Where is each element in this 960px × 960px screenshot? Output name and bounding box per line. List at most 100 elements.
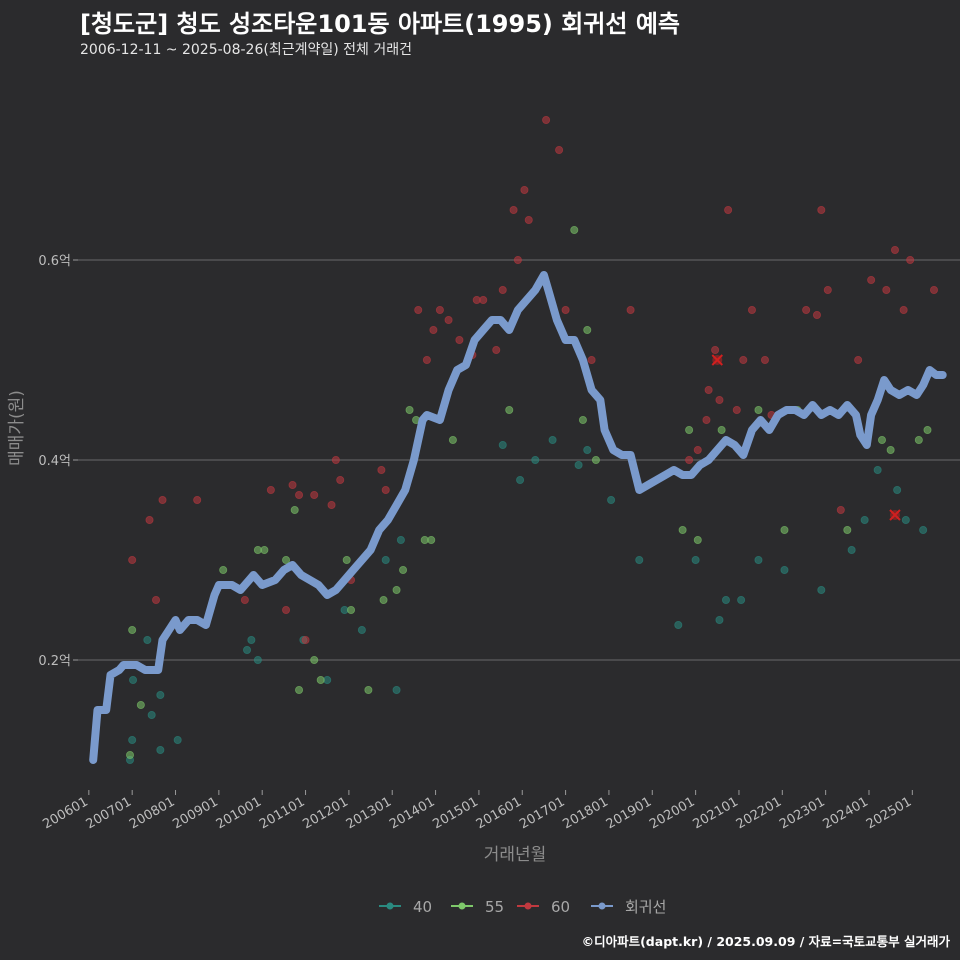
scatter-point-55	[399, 566, 408, 575]
scatter-point-60	[711, 345, 720, 354]
scatter-point-40	[128, 736, 137, 745]
highlight-marker-x	[711, 354, 723, 366]
legend-label-s60: 60	[551, 898, 570, 916]
legend: 40 55 60 회귀선	[379, 898, 666, 916]
scatter-point-40	[737, 596, 746, 605]
x-tick-label: 201501	[430, 794, 480, 832]
y-tick-label: 0.6억	[38, 254, 71, 269]
scatter-point-60	[704, 385, 713, 394]
scatter-point-60	[158, 495, 167, 504]
legend-dot-s60	[524, 902, 532, 910]
scatter-point-60	[899, 305, 908, 314]
x-tick-label: 201401	[387, 794, 437, 832]
scatter-point-60	[295, 490, 304, 499]
scatter-point-55	[693, 536, 702, 545]
scatter-point-40	[129, 676, 138, 685]
scatter-point-60	[435, 305, 444, 314]
regression-line	[89, 271, 947, 764]
scatter-point-40	[607, 495, 616, 504]
y-axis-label: 매매가(원)	[7, 390, 27, 466]
scatter-point-60	[812, 310, 821, 319]
scatter-point-60	[890, 245, 899, 254]
source-caption: ©디아파트(dapt.kr) / 2025.09.09 / 자료=국토교통부 실…	[581, 934, 950, 949]
x-tick-label: 202001	[647, 794, 697, 832]
legend-dot-s40	[386, 902, 394, 910]
scatter-point-40	[893, 485, 902, 494]
x-tick-label: 201601	[474, 794, 524, 832]
scatter-point-55	[780, 526, 789, 535]
scatter-point-60	[336, 475, 345, 484]
scatter-point-40	[919, 526, 928, 535]
scatter-point-60	[724, 205, 733, 214]
scatter-point-55	[295, 686, 304, 695]
legend-dot-reg	[598, 902, 606, 910]
scatter-point-40	[357, 626, 366, 635]
scatter-point-60	[561, 305, 570, 314]
x-tick-label: 201901	[604, 794, 654, 832]
highlight-markers	[711, 354, 901, 521]
scatter-point-60	[802, 305, 811, 314]
scatter-points	[126, 116, 938, 765]
x-tick-label: 201201	[300, 794, 350, 832]
scatter-point-60	[414, 305, 423, 314]
scatter-point-40	[817, 586, 826, 595]
scatter-point-55	[136, 701, 145, 710]
x-tick-label: 201001	[214, 794, 264, 832]
scatter-point-55	[886, 445, 895, 454]
scatter-point-55	[219, 566, 228, 575]
scatter-point-55	[754, 405, 763, 414]
scatter-point-60	[288, 480, 297, 489]
x-tick-label: 201301	[344, 794, 394, 832]
scatter-point-60	[524, 215, 533, 224]
scatter-point-55	[448, 435, 457, 444]
x-tick-label: 200601	[40, 794, 90, 832]
scatter-point-60	[327, 500, 336, 509]
scatter-point-60	[542, 116, 551, 125]
scatter-point-40	[156, 691, 165, 700]
scatter-point-40	[754, 556, 763, 565]
scatter-point-40	[860, 516, 869, 525]
scatter-point-60	[301, 636, 310, 645]
legend-label-s40: 40	[413, 898, 432, 916]
scatter-point-55	[347, 606, 356, 615]
scatter-point-40	[873, 465, 882, 474]
x-tick-label: 202101	[690, 794, 740, 832]
scatter-point-40	[691, 556, 700, 565]
scatter-point-55	[583, 325, 592, 334]
chart-subtitle: 2006-12-11 ~ 2025-08-26(최근계약일) 전체 거래건	[80, 42, 412, 58]
scatter-point-60	[929, 285, 938, 294]
scatter-point-40	[243, 646, 252, 655]
x-tick-label: 202201	[734, 794, 784, 832]
x-tick-label: 200901	[170, 794, 220, 832]
scatter-point-60	[854, 355, 863, 364]
scatter-point-40	[516, 475, 525, 484]
scatter-point-40	[780, 566, 789, 575]
x-tick-label: 200701	[84, 794, 134, 832]
scatter-point-60	[152, 596, 161, 605]
chart-title: [청도군] 청도 성조타운101동 아파트(1995) 회귀선 예측	[80, 10, 680, 38]
x-tick-label: 202401	[820, 794, 870, 832]
scatter-point-60	[715, 395, 724, 404]
scatter-point-60	[444, 315, 453, 324]
scatter-point-60	[823, 285, 832, 294]
scatter-point-40	[247, 636, 256, 645]
scatter-point-60	[266, 485, 275, 494]
scatter-point-40	[253, 656, 262, 665]
scatter-point-60	[739, 355, 748, 364]
scatter-point-55	[914, 435, 923, 444]
scatter-point-60	[817, 205, 826, 214]
scatter-point-40	[173, 736, 182, 745]
scatter-point-40	[498, 440, 507, 449]
scatter-point-60	[685, 455, 694, 464]
scatter-point-60	[310, 490, 319, 499]
scatter-point-60	[732, 405, 741, 414]
scatter-point-40	[531, 455, 540, 464]
scatter-point-60	[377, 465, 386, 474]
scatter-point-55	[505, 405, 514, 414]
scatter-point-55	[578, 415, 587, 424]
scatter-point-55	[260, 546, 269, 555]
legend-dot-s55	[458, 902, 466, 910]
scatter-point-60	[702, 415, 711, 424]
x-tick-label: 201701	[517, 794, 567, 832]
x-tick-label: 201801	[560, 794, 610, 832]
